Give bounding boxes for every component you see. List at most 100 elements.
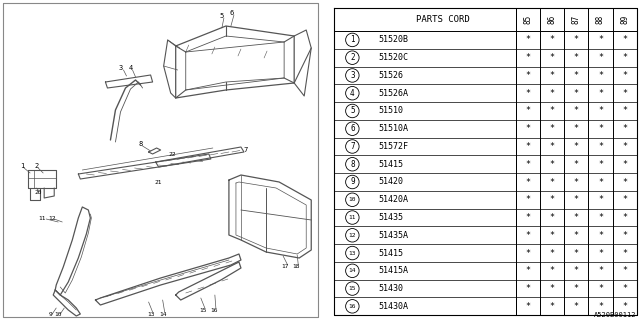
Text: *: * <box>622 71 627 80</box>
Text: *: * <box>525 213 531 222</box>
Text: *: * <box>573 107 579 116</box>
Text: 12: 12 <box>49 215 56 220</box>
Text: 22: 22 <box>169 151 177 156</box>
Text: *: * <box>598 231 603 240</box>
Text: *: * <box>525 178 531 187</box>
Text: *: * <box>622 160 627 169</box>
Text: 6: 6 <box>350 124 355 133</box>
Text: 14: 14 <box>349 268 356 273</box>
Text: A520B00112: A520B00112 <box>595 312 637 318</box>
Text: *: * <box>598 107 603 116</box>
Text: *: * <box>525 284 531 293</box>
Text: *: * <box>622 249 627 258</box>
Text: 51415: 51415 <box>379 249 404 258</box>
Text: 88: 88 <box>596 15 605 24</box>
Text: *: * <box>525 160 531 169</box>
Text: 51435A: 51435A <box>379 231 409 240</box>
Text: 51520C: 51520C <box>379 53 409 62</box>
Text: 51510: 51510 <box>379 107 404 116</box>
Text: 51430A: 51430A <box>379 302 409 311</box>
Text: *: * <box>598 124 603 133</box>
Text: 51435: 51435 <box>379 213 404 222</box>
Text: 87: 87 <box>572 15 580 24</box>
Text: 7: 7 <box>350 142 355 151</box>
Text: 16: 16 <box>349 304 356 309</box>
Text: *: * <box>550 213 554 222</box>
Text: *: * <box>622 107 627 116</box>
Text: 4: 4 <box>350 89 355 98</box>
Text: 21: 21 <box>155 180 163 185</box>
Text: 51430: 51430 <box>379 284 404 293</box>
Text: *: * <box>573 213 579 222</box>
Text: *: * <box>622 178 627 187</box>
Text: *: * <box>622 195 627 204</box>
Text: 16: 16 <box>210 308 218 313</box>
Text: 4: 4 <box>129 65 132 71</box>
Text: 85: 85 <box>524 15 532 24</box>
Text: *: * <box>525 107 531 116</box>
Text: *: * <box>622 302 627 311</box>
Text: 2: 2 <box>34 163 38 169</box>
Text: *: * <box>573 284 579 293</box>
Text: *: * <box>550 142 554 151</box>
Text: 13: 13 <box>349 251 356 256</box>
Text: *: * <box>550 36 554 44</box>
Text: 18: 18 <box>292 263 300 268</box>
Text: *: * <box>622 36 627 44</box>
Text: 7: 7 <box>244 147 248 153</box>
Text: *: * <box>598 178 603 187</box>
Text: *: * <box>573 71 579 80</box>
Text: *: * <box>573 89 579 98</box>
Text: *: * <box>550 160 554 169</box>
Text: *: * <box>573 142 579 151</box>
Text: 2: 2 <box>350 53 355 62</box>
Text: 51520B: 51520B <box>379 36 409 44</box>
Text: *: * <box>550 71 554 80</box>
Text: 51526: 51526 <box>379 71 404 80</box>
Text: 9: 9 <box>49 313 52 317</box>
Text: *: * <box>525 53 531 62</box>
Text: 15: 15 <box>199 308 207 313</box>
Text: *: * <box>573 231 579 240</box>
Text: 11: 11 <box>38 215 46 220</box>
Text: *: * <box>598 195 603 204</box>
Text: *: * <box>573 195 579 204</box>
Text: *: * <box>598 266 603 275</box>
Text: *: * <box>622 231 627 240</box>
Text: *: * <box>525 302 531 311</box>
Text: *: * <box>525 231 531 240</box>
Text: *: * <box>550 302 554 311</box>
Text: 12: 12 <box>349 233 356 238</box>
Text: 51415A: 51415A <box>379 266 409 275</box>
Text: *: * <box>550 53 554 62</box>
Text: 11: 11 <box>349 215 356 220</box>
Text: *: * <box>598 36 603 44</box>
Text: 8: 8 <box>138 141 143 147</box>
Text: 51415: 51415 <box>379 160 404 169</box>
Text: *: * <box>550 107 554 116</box>
Text: 10: 10 <box>54 313 62 317</box>
Text: *: * <box>598 213 603 222</box>
Text: 86: 86 <box>548 15 557 24</box>
Text: *: * <box>622 284 627 293</box>
Text: *: * <box>525 142 531 151</box>
Text: *: * <box>573 178 579 187</box>
Text: *: * <box>550 231 554 240</box>
Text: 1: 1 <box>20 163 24 169</box>
Text: *: * <box>622 213 627 222</box>
Text: 14: 14 <box>159 311 166 316</box>
Text: *: * <box>598 142 603 151</box>
Text: *: * <box>622 89 627 98</box>
Text: *: * <box>525 266 531 275</box>
Text: *: * <box>525 195 531 204</box>
Text: 5: 5 <box>350 107 355 116</box>
Text: 10: 10 <box>349 197 356 202</box>
Text: 6: 6 <box>230 10 234 16</box>
Text: *: * <box>525 36 531 44</box>
Text: *: * <box>550 249 554 258</box>
Text: 51420: 51420 <box>379 178 404 187</box>
Text: *: * <box>525 89 531 98</box>
Text: *: * <box>525 124 531 133</box>
Text: 51526A: 51526A <box>379 89 409 98</box>
Text: *: * <box>598 284 603 293</box>
